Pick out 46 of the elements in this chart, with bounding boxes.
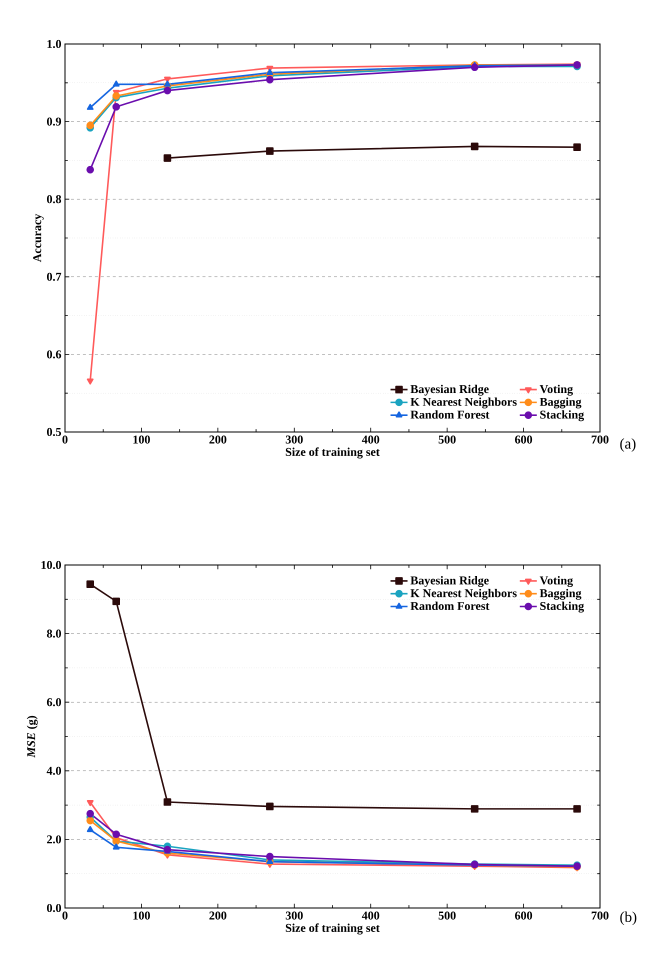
x-tick-label: 100: [133, 436, 150, 444]
legend-label: Bagging: [540, 397, 582, 408]
x-tick-label: 400: [362, 912, 380, 920]
x-axis-title: Size of training set: [286, 447, 380, 458]
x-tick-label: 100: [133, 912, 150, 920]
text: (b): [620, 912, 636, 926]
legend-label: K Nearest Neighbors: [410, 397, 517, 408]
y-tick-label: 1.0: [47, 40, 62, 48]
legend-label: Bagging: [540, 588, 582, 600]
y-tick-label: 0.8: [46, 195, 62, 204]
y-tick-label: 0.7: [46, 272, 62, 281]
legend-label: Voting: [540, 384, 573, 396]
y-tick-label: 0.9: [46, 118, 62, 126]
x-axis-title: Size of training set: [286, 923, 380, 934]
x-tick-label: 200: [209, 436, 226, 444]
legend-label: Random Forest: [410, 410, 490, 419]
y-tick-label: 2.0: [47, 835, 62, 844]
legend-label: Random Forest: [410, 602, 490, 610]
x-tick-label: 200: [209, 912, 226, 920]
x-tick-label: 600: [515, 436, 532, 444]
legend-label: Stacking: [540, 602, 584, 613]
x-tick-label: 300: [286, 436, 303, 444]
x-tick-label: 0: [62, 912, 68, 920]
x-tick-label: 500: [438, 436, 456, 444]
x-tick-label: 500: [438, 912, 456, 920]
y-tick-label: 0.0: [46, 904, 62, 912]
x-tick-label: 400: [362, 436, 380, 444]
legend-label: Bayesian Ridge: [410, 384, 489, 396]
text: (a): [620, 438, 636, 452]
x-tick-label: 0: [62, 436, 68, 444]
y-tick-label: 4.0: [46, 766, 62, 775]
y-tick-label: 8.0: [46, 630, 62, 638]
x-tick-label: 600: [515, 912, 532, 920]
y-tick-label: 10.0: [42, 560, 62, 570]
y-tick-label: 0.5: [46, 428, 62, 436]
y-tick-label: 0.6: [46, 350, 62, 358]
y-axis-title: Accuracy: [33, 214, 44, 262]
x-tick-label: 700: [592, 912, 609, 920]
y-axis-title: MSE (g): [26, 716, 38, 758]
x-tick-label: 300: [286, 912, 303, 920]
legend-label: Voting: [540, 576, 573, 587]
legend-label: K Nearest Neighbors: [410, 588, 517, 600]
legend-label: Stacking: [540, 410, 584, 422]
y-tick-label: 6.0: [46, 698, 62, 706]
legend-label: Bayesian Ridge: [410, 576, 489, 587]
x-tick-label: 700: [592, 436, 609, 444]
